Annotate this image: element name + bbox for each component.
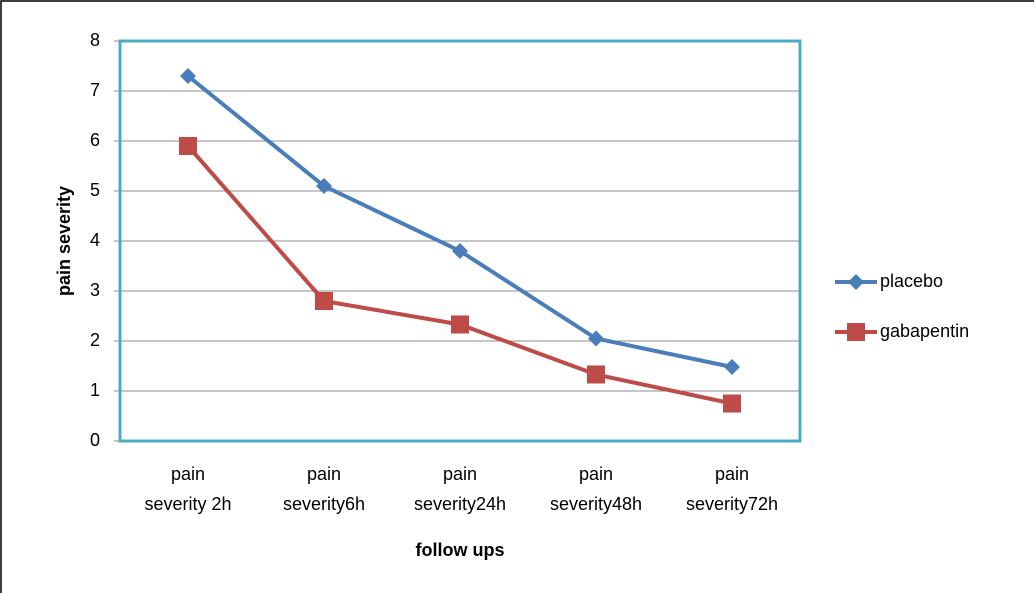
marker xyxy=(179,137,197,155)
y-tick-label: 4 xyxy=(90,230,100,250)
marker xyxy=(587,365,605,384)
legend-marker xyxy=(848,274,864,290)
marker xyxy=(452,243,468,259)
y-axis-title: pain severity xyxy=(54,186,74,296)
x-tick-label: pain severity6h xyxy=(283,464,365,514)
y-tick-label: 2 xyxy=(90,330,100,350)
marker xyxy=(724,359,740,375)
marker xyxy=(723,394,741,413)
y-tick-label: 3 xyxy=(90,280,100,300)
x-tick-label-line: pain xyxy=(579,464,613,484)
x-tick-label-line: pain xyxy=(171,464,205,484)
y-tick-label: 5 xyxy=(90,180,100,200)
x-axis-title: follow ups xyxy=(416,540,505,560)
x-tick-label-line: severity 2h xyxy=(144,494,231,514)
plot-border xyxy=(118,39,802,443)
marker xyxy=(588,330,604,347)
legend-label: placebo xyxy=(880,271,943,291)
x-tick-label-line: pain xyxy=(715,464,749,484)
legend-marker xyxy=(847,323,865,341)
marker xyxy=(180,68,196,84)
y-tick-label: 8 xyxy=(90,30,100,50)
x-tick-label-line: severity24h xyxy=(414,494,506,514)
x-tick-label-line: severity48h xyxy=(550,494,642,514)
marker xyxy=(316,178,332,194)
y-tick-label: 1 xyxy=(90,380,100,400)
x-tick-label: pain severity72h xyxy=(686,464,778,514)
x-tick-label: pain severity24h xyxy=(414,464,506,514)
legend-label: gabapentin xyxy=(880,321,969,341)
x-tick-label-line: severity6h xyxy=(283,494,365,514)
y-tick-label: 0 xyxy=(90,430,100,450)
y-tick-label: 7 xyxy=(90,80,100,100)
x-tick-label: pain severity 2h xyxy=(144,464,231,514)
x-tick-label-line: pain xyxy=(307,464,341,484)
marker xyxy=(451,315,469,334)
x-tick-label: pain severity48h xyxy=(550,464,642,514)
x-tick-label-line: severity72h xyxy=(686,494,778,514)
marker xyxy=(315,292,333,310)
y-tick-label: 6 xyxy=(90,130,100,150)
x-tick-label-line: pain xyxy=(443,464,477,484)
